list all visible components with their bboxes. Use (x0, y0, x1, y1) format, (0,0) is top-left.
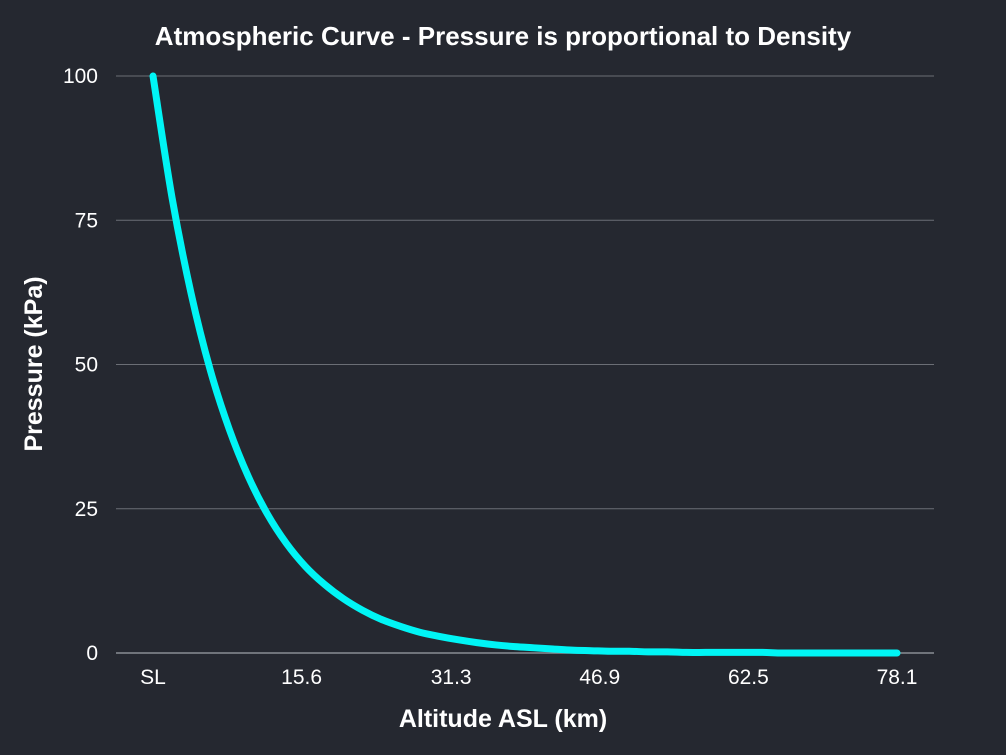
pressure-series-line (149, 72, 901, 657)
x-tick-label: SL (140, 666, 166, 689)
y-tick-label: 75 (75, 209, 98, 232)
y-tick-label: 100 (63, 65, 98, 88)
x-tick-label: 31.3 (431, 666, 472, 689)
series-layer (149, 72, 901, 657)
y-axis-ticks: 0 25 50 75 100 (63, 65, 98, 665)
y-tick-label: 25 (75, 498, 98, 521)
x-tick-label: 46.9 (579, 666, 620, 689)
x-tick-label: 62.5 (728, 666, 769, 689)
x-axis-ticks: SL 15.6 31.3 46.9 62.5 78.1 (140, 666, 917, 689)
chart-title: Atmospheric Curve - Pressure is proporti… (155, 21, 852, 51)
y-axis-title: Pressure (kPa) (20, 276, 48, 451)
x-axis-title: Altitude ASL (km) (399, 705, 607, 733)
x-tick-label: 78.1 (877, 666, 918, 689)
y-tick-label: 50 (75, 354, 98, 377)
y-tick-label: 0 (86, 642, 98, 665)
x-tick-label: 15.6 (281, 666, 322, 689)
